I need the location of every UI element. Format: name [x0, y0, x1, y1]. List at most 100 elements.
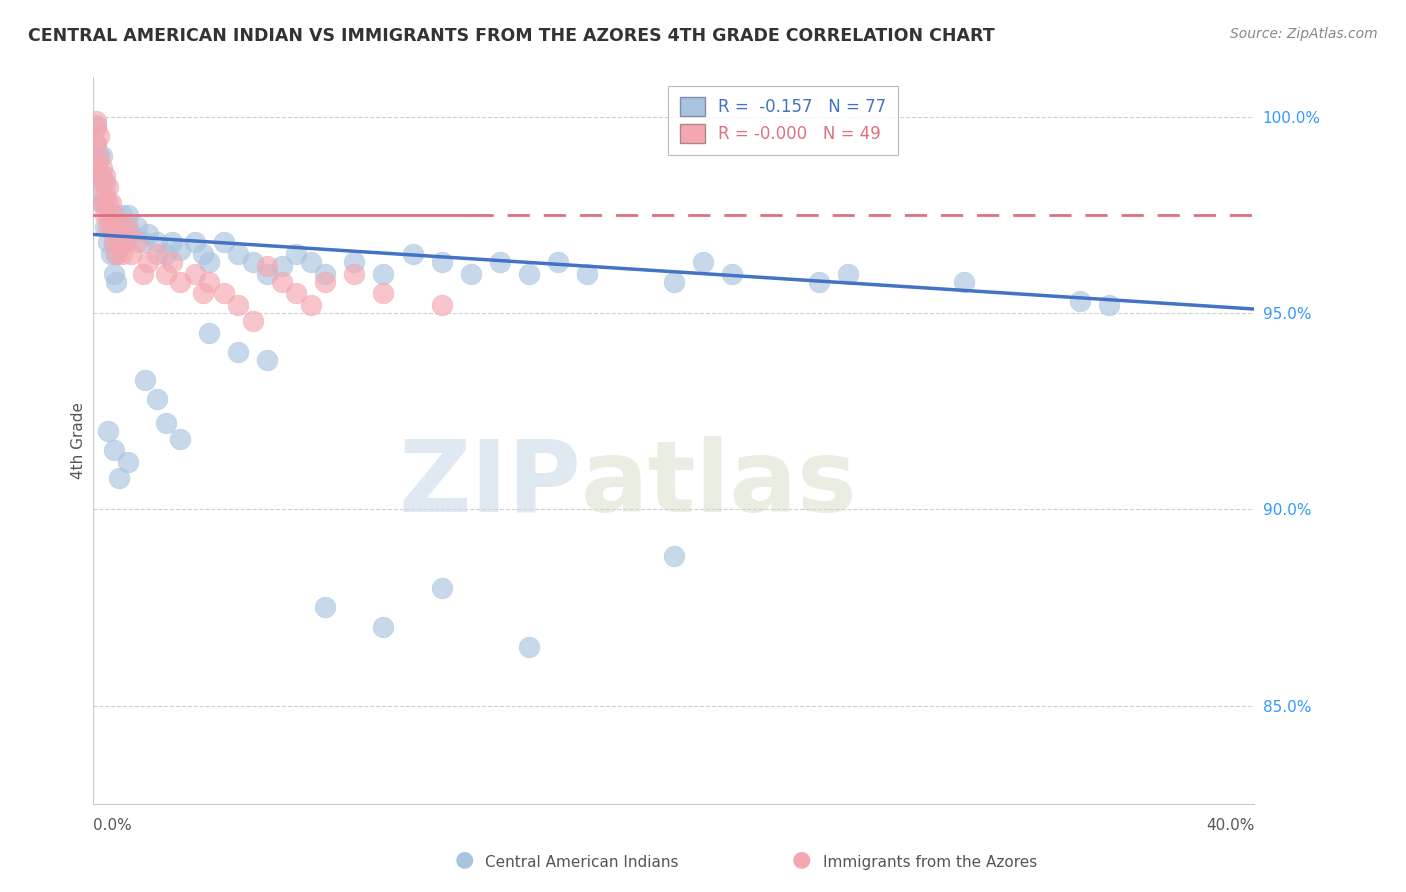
Point	[184, 235, 207, 250]
Point	[212, 286, 235, 301]
Point	[108, 471, 131, 485]
Text: CENTRAL AMERICAN INDIAN VS IMMIGRANTS FROM THE AZORES 4TH GRADE CORRELATION CHAR: CENTRAL AMERICAN INDIAN VS IMMIGRANTS FR…	[28, 27, 995, 45]
Point	[160, 235, 183, 250]
Point	[228, 298, 250, 312]
Point	[90, 161, 112, 175]
Point	[517, 640, 540, 654]
Point	[84, 118, 107, 132]
Point	[97, 208, 120, 222]
Point	[662, 549, 685, 564]
Point	[430, 581, 453, 595]
Point	[146, 392, 169, 407]
Point	[100, 219, 122, 234]
Point	[84, 157, 107, 171]
Point	[111, 208, 134, 222]
Text: ZIP: ZIP	[398, 435, 581, 533]
Point	[103, 267, 125, 281]
Point	[314, 275, 336, 289]
Point	[299, 255, 322, 269]
Point	[94, 196, 117, 211]
Point	[198, 326, 221, 340]
Point	[103, 443, 125, 458]
Point	[117, 219, 139, 234]
Point	[807, 275, 830, 289]
Point	[343, 267, 366, 281]
Point	[105, 247, 128, 261]
Text: ●: ●	[454, 850, 474, 870]
Point	[87, 129, 110, 144]
Point	[146, 247, 169, 261]
Point	[299, 298, 322, 312]
Point	[373, 620, 395, 634]
Point	[146, 235, 169, 250]
Point	[198, 275, 221, 289]
Point	[90, 196, 112, 211]
Point	[94, 188, 117, 202]
Point	[314, 267, 336, 281]
Point	[270, 275, 292, 289]
Point	[84, 137, 107, 152]
Text: 0.0%: 0.0%	[93, 818, 132, 833]
Point	[90, 196, 112, 211]
Point	[120, 247, 142, 261]
Y-axis label: 4th Grade: 4th Grade	[72, 402, 86, 479]
Point	[198, 255, 221, 269]
Point	[228, 345, 250, 359]
Point	[242, 314, 264, 328]
Point	[837, 267, 859, 281]
Legend: R =  -0.157   N = 77, R = -0.000   N = 49: R = -0.157 N = 77, R = -0.000 N = 49	[668, 86, 897, 155]
Point	[1069, 294, 1091, 309]
Point	[373, 267, 395, 281]
Point	[84, 121, 107, 136]
Point	[193, 247, 215, 261]
Point	[131, 235, 153, 250]
Point	[97, 235, 120, 250]
Text: Central American Indians: Central American Indians	[485, 855, 679, 870]
Point	[373, 286, 395, 301]
Point	[575, 267, 598, 281]
Point	[692, 255, 714, 269]
Point	[103, 235, 125, 250]
Point	[87, 149, 110, 163]
Point	[460, 267, 482, 281]
Point	[138, 255, 160, 269]
Point	[103, 208, 125, 222]
Point	[228, 247, 250, 261]
Point	[117, 455, 139, 469]
Point	[87, 169, 110, 183]
Point	[100, 196, 122, 211]
Point	[155, 416, 177, 430]
Point	[111, 247, 134, 261]
Point	[155, 247, 177, 261]
Point	[285, 286, 308, 301]
Point	[94, 169, 117, 183]
Point	[111, 235, 134, 250]
Point	[138, 227, 160, 242]
Point	[108, 235, 131, 250]
Point	[125, 219, 148, 234]
Point	[953, 275, 976, 289]
Point	[517, 267, 540, 281]
Point	[84, 137, 107, 152]
Point	[430, 298, 453, 312]
Point	[125, 235, 148, 250]
Point	[90, 169, 112, 183]
Point	[721, 267, 744, 281]
Point	[87, 149, 110, 163]
Point	[90, 177, 112, 191]
Point	[488, 255, 510, 269]
Point	[256, 259, 278, 273]
Point	[105, 219, 128, 234]
Point	[97, 424, 120, 438]
Point	[117, 208, 139, 222]
Point	[94, 177, 117, 191]
Point	[169, 243, 191, 257]
Text: 40.0%: 40.0%	[1206, 818, 1254, 833]
Point	[114, 219, 136, 234]
Point	[212, 235, 235, 250]
Point	[155, 267, 177, 281]
Point	[169, 275, 191, 289]
Point	[184, 267, 207, 281]
Point	[256, 267, 278, 281]
Point	[97, 196, 120, 211]
